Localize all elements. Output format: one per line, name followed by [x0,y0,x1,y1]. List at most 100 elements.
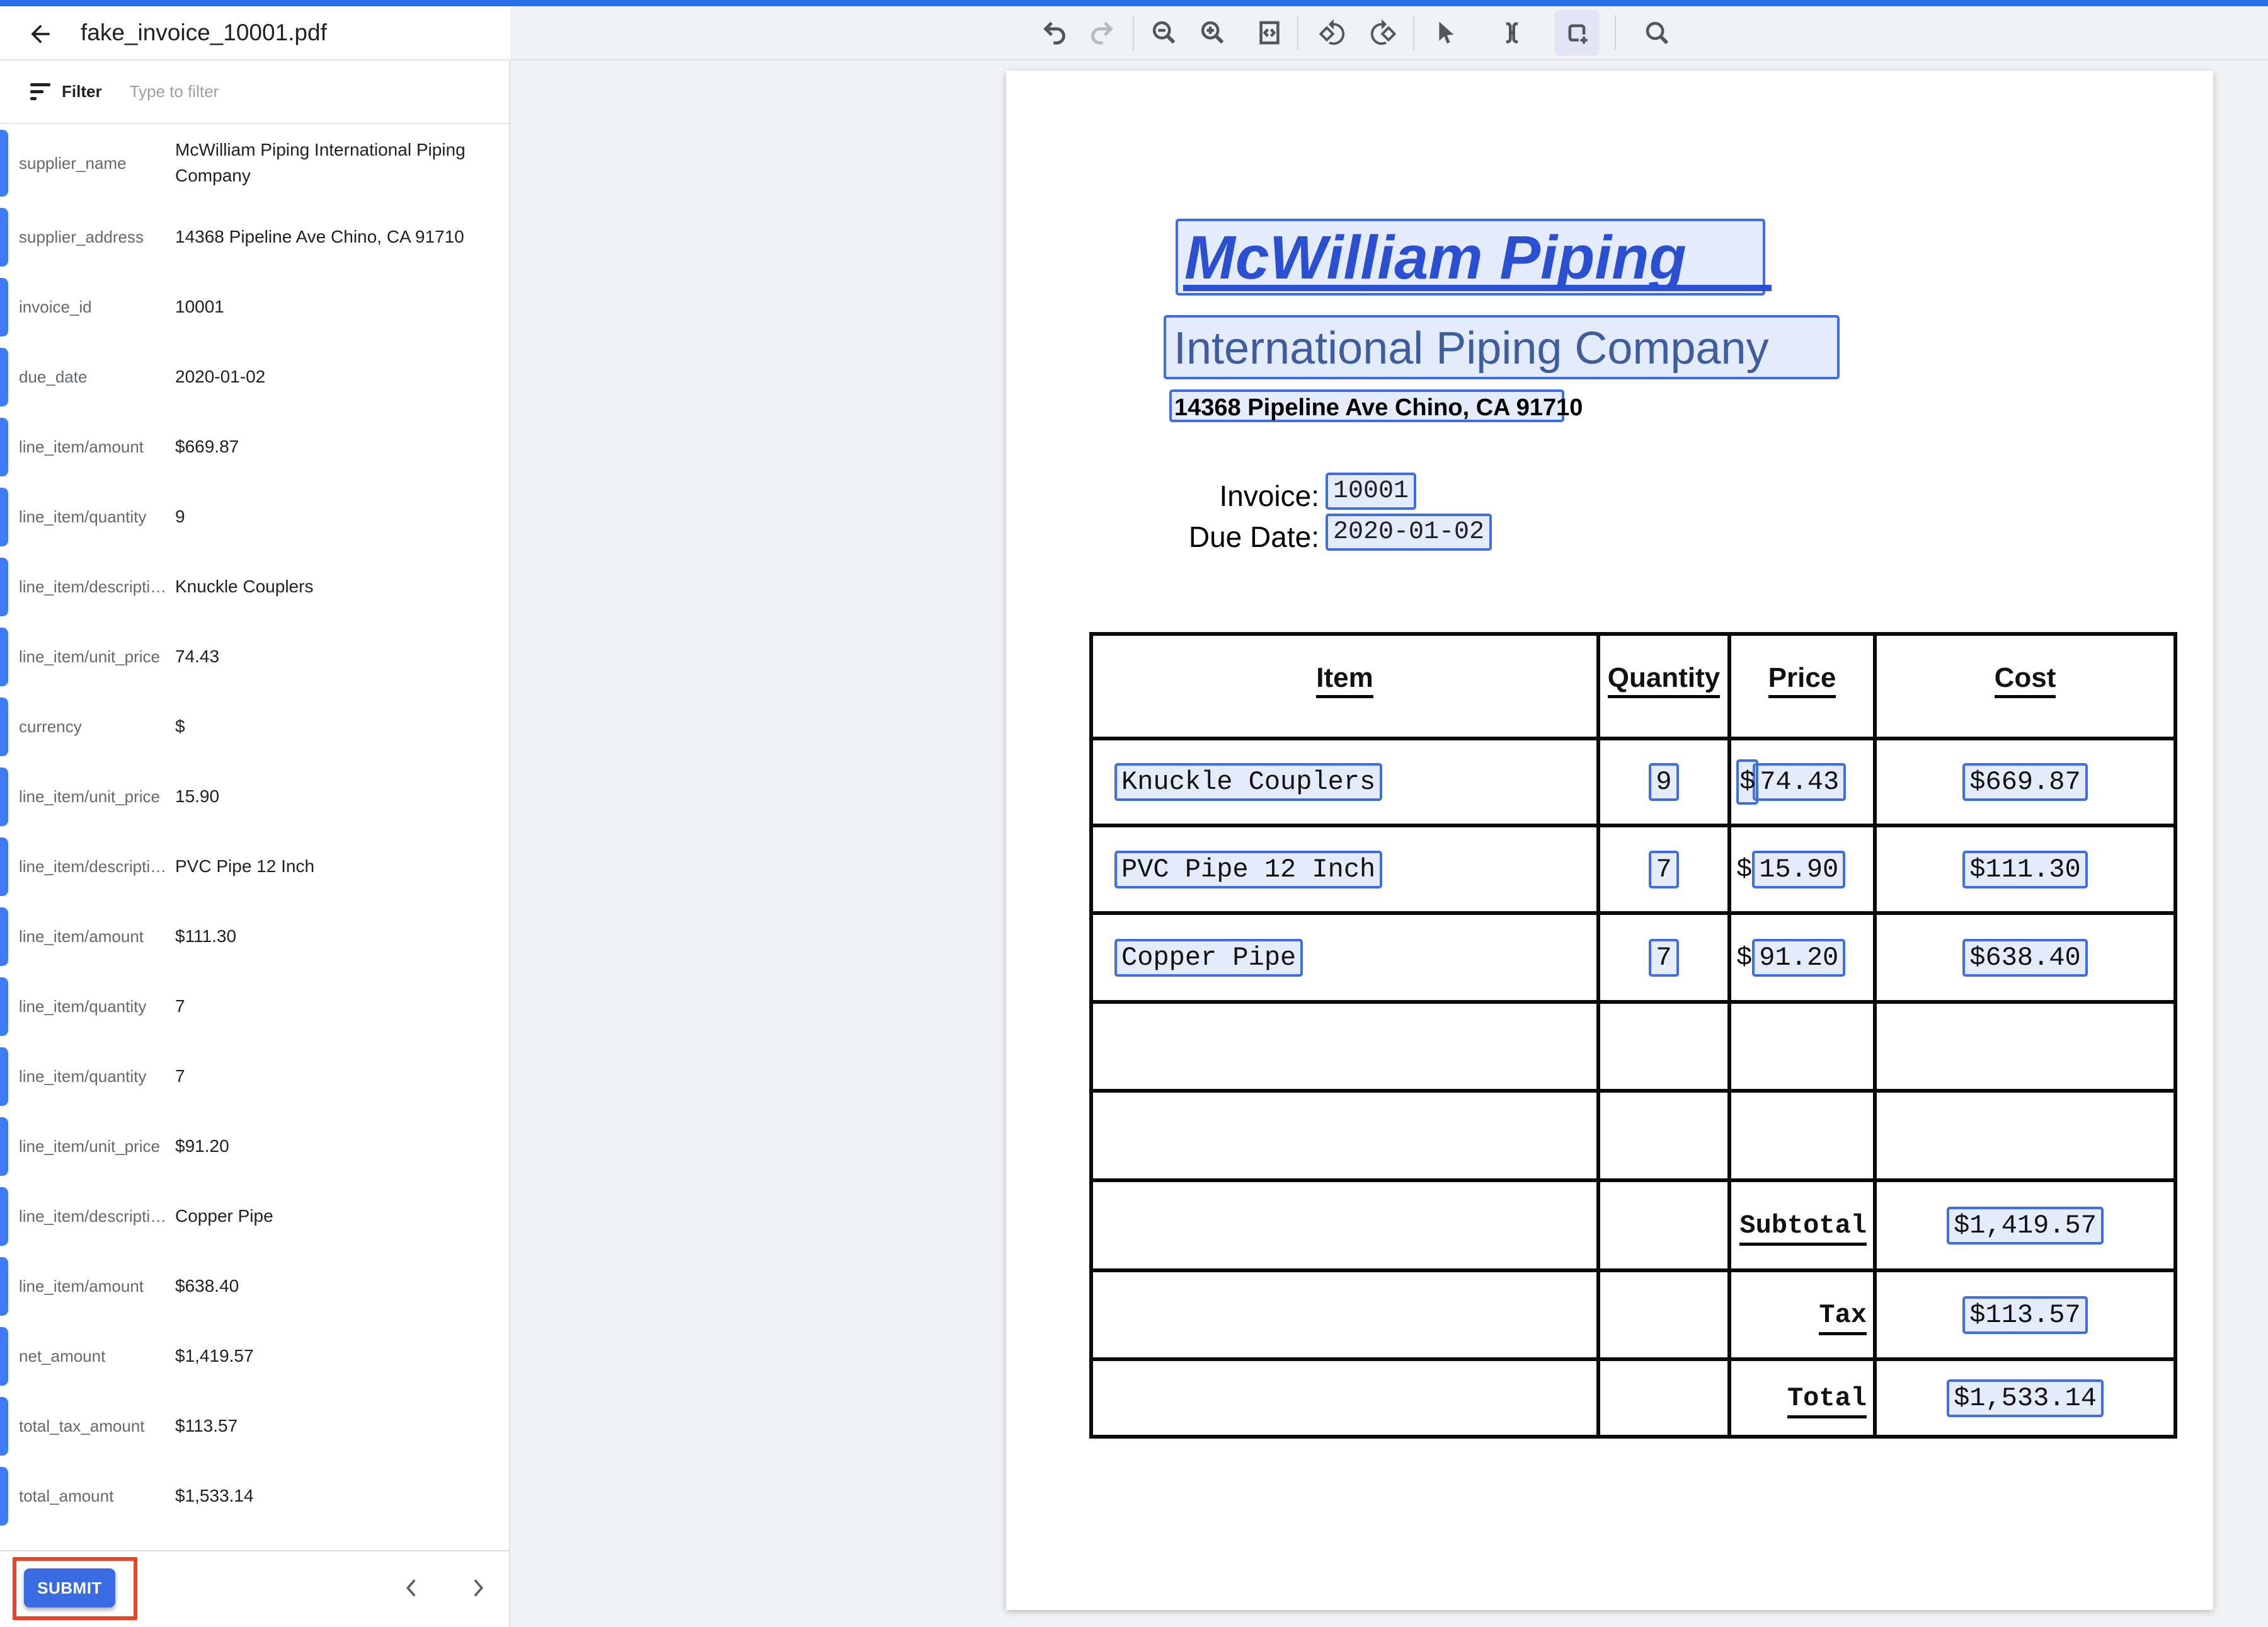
table-row-tax: Tax $113.57 [1089,1268,2177,1361]
field-accent-bar [0,278,8,336]
field-value: 7 [175,996,185,1016]
field-accent-bar [0,698,8,756]
filter-bar[interactable]: Filter Type to filter [0,60,509,124]
field-label: invoice_id [19,297,92,316]
field-value: $91.20 [175,1136,229,1156]
field-row[interactable]: invoice_id 10001 [0,272,509,342]
line-item-quantity-highlight[interactable]: 9 [1649,763,1679,801]
line-item-description-highlight[interactable]: Copper Pipe [1114,938,1303,977]
supplier-name-highlight[interactable]: International Piping Company [1164,315,1840,379]
add-bounding-box-button[interactable] [1554,10,1600,55]
line-item-quantity-highlight[interactable]: 7 [1649,938,1679,977]
invoice-label: Invoice: [1219,480,1319,512]
line-item-amount-highlight[interactable]: $111.30 [1962,850,2088,888]
filter-input[interactable]: Type to filter [129,82,219,101]
select-cursor-button[interactable] [1423,10,1469,55]
currency-symbol: $ [1736,854,1753,885]
zoom-in-icon [1201,21,1224,44]
fit-to-page-button[interactable] [1247,10,1292,55]
field-row[interactable]: line_item/amount $111.30 [0,902,509,972]
field-row[interactable]: line_item/unit_price $91.20 [0,1112,509,1181]
table-header-row: Item Quantity Price Cost [1089,632,2177,740]
field-label: currency [19,717,82,736]
field-value: McWilliam Piping International Piping Co… [175,140,466,185]
line-item-description-highlight[interactable]: PVC Pipe 12 Inch [1114,850,1383,888]
add-bounding-box-icon [1568,24,1588,44]
tax-label: Tax [1819,1299,1867,1335]
field-row[interactable]: due_date 2020-01-02 [0,342,509,412]
field-label: line_item/quantity [19,507,147,526]
supplier-name-highlight[interactable]: McWilliam Piping [1176,219,1772,296]
submit-button[interactable]: SUBMIT [24,1568,115,1607]
rotate-left-icon [1319,19,1345,45]
field-row[interactable]: line_item/descripti… Knuckle Couplers [0,552,509,622]
field-label: net_amount [19,1347,106,1365]
document-viewer[interactable]: McWilliam Piping International Piping Co… [510,60,2268,1627]
field-label: line_item/amount [19,1277,144,1296]
rotate-right-button[interactable] [1360,10,1406,55]
supplier-address-highlight[interactable]: 14368 Pipeline Ave Chino, CA 91710 [1169,389,1583,422]
line-item-unit-price-highlight[interactable]: 91.20 [1752,938,1846,977]
search-button[interactable] [1634,10,1680,55]
next-page-button[interactable] [463,1573,492,1602]
field-value: $638.40 [175,1276,239,1296]
field-row[interactable]: line_item/descripti… PVC Pipe 12 Inch [0,832,509,902]
title-bar: fake_invoice_10001.pdf [0,6,2268,60]
field-row[interactable]: total_amount $1,533.14 [0,1461,509,1531]
select-cursor-icon [1439,21,1454,44]
text-select-button[interactable] [1489,10,1535,55]
field-value: $ [175,716,185,737]
due-date-highlight[interactable]: 2020-01-02 [1326,514,1492,551]
line-item-unit-price-highlight[interactable]: 74.43 [1753,763,1847,801]
field-row[interactable]: supplier_address 14368 Pipeline Ave Chino… [0,202,509,272]
field-row[interactable]: line_item/amount $669.87 [0,412,509,482]
field-value: 14368 Pipeline Ave Chino, CA 91710 [175,227,464,247]
field-row[interactable]: line_item/quantity 7 [0,1042,509,1112]
line-item-quantity-highlight[interactable]: 7 [1649,850,1679,888]
total-tax-amount-highlight[interactable]: $113.57 [1962,1296,2088,1334]
chevron-right-icon [474,1579,484,1597]
chevron-left-icon [406,1579,416,1597]
field-label: line_item/amount [19,927,144,946]
back-button[interactable] [25,19,55,49]
invoice-id-highlight[interactable]: 10001 [1326,473,1417,510]
field-row[interactable]: line_item/unit_price 74.43 [0,622,509,692]
field-label: line_item/descripti… [19,857,167,876]
field-row[interactable]: line_item/quantity 9 [0,482,509,552]
field-row[interactable]: line_item/quantity 7 [0,972,509,1042]
currency-highlight[interactable]: $ [1736,759,1759,805]
field-accent-bar [0,1117,8,1176]
total-amount-highlight[interactable]: $1,533.14 [1947,1379,2104,1417]
line-item-unit-price-highlight[interactable]: 15.90 [1752,850,1846,888]
invoice-table: Item Quantity Price Cost Knuckle Coupler… [1089,632,2177,1439]
field-label: total_tax_amount [19,1417,145,1435]
field-accent-bar [0,1047,8,1106]
undo-button[interactable] [1033,10,1078,55]
net-amount-highlight[interactable]: $1,419.57 [1947,1206,2104,1245]
field-row[interactable]: total_tax_amount $113.57 [0,1391,509,1461]
rotate-right-icon [1370,19,1397,45]
line-item-amount-highlight[interactable]: $638.40 [1962,938,2088,977]
field-accent-bar [0,837,8,896]
table-row-total: Total $1,533.14 [1089,1357,2177,1439]
zoom-in-button[interactable] [1190,10,1235,55]
field-row[interactable]: line_item/descripti… Copper Pipe [0,1181,509,1251]
field-accent-bar [0,1257,8,1316]
toolbar-divider [1297,15,1298,50]
field-accent-bar [0,628,8,686]
rotate-left-button[interactable] [1310,10,1355,55]
previous-page-button[interactable] [398,1573,427,1602]
field-row[interactable]: line_item/amount $638.40 [0,1251,509,1321]
redo-button[interactable] [1079,10,1124,55]
field-row[interactable]: net_amount $1,419.57 [0,1321,509,1391]
field-value: 15.90 [175,786,220,807]
line-item-description-highlight[interactable]: Knuckle Couplers [1114,763,1383,801]
field-row[interactable]: supplier_name McWilliam Piping Internatio… [0,124,509,202]
field-row[interactable]: currency $ [0,692,509,762]
zoom-out-button[interactable] [1142,10,1187,55]
redo-icon [1091,21,1113,45]
field-row[interactable]: line_item/unit_price 15.90 [0,762,509,832]
filter-label: Filter [62,82,102,101]
line-item-amount-highlight[interactable]: $669.87 [1962,763,2088,801]
document-title: fake_invoice_10001.pdf [81,20,327,45]
